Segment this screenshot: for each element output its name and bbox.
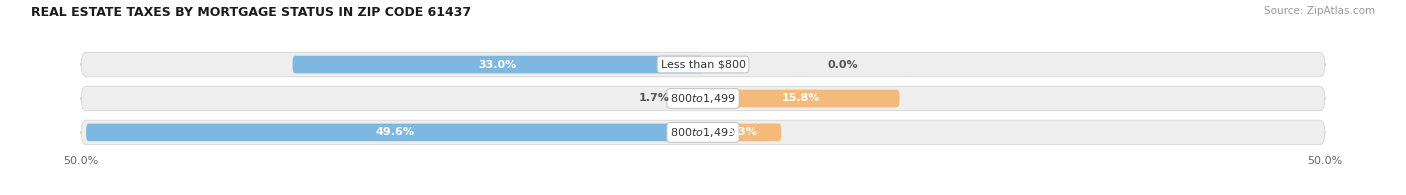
Text: 6.3%: 6.3% (727, 127, 758, 137)
Text: Source: ZipAtlas.com: Source: ZipAtlas.com (1264, 6, 1375, 16)
Text: 1.7%: 1.7% (638, 93, 669, 104)
Text: $800 to $1,499: $800 to $1,499 (671, 92, 735, 105)
FancyBboxPatch shape (703, 90, 900, 107)
Text: 49.6%: 49.6% (375, 127, 413, 137)
FancyBboxPatch shape (703, 124, 782, 141)
FancyBboxPatch shape (82, 52, 1324, 77)
Text: Less than $800: Less than $800 (661, 59, 745, 70)
Text: 15.8%: 15.8% (782, 93, 821, 104)
Text: REAL ESTATE TAXES BY MORTGAGE STATUS IN ZIP CODE 61437: REAL ESTATE TAXES BY MORTGAGE STATUS IN … (31, 6, 471, 19)
Text: $800 to $1,499: $800 to $1,499 (671, 126, 735, 139)
FancyBboxPatch shape (292, 56, 703, 73)
FancyBboxPatch shape (82, 86, 1324, 111)
Text: 33.0%: 33.0% (478, 59, 517, 70)
FancyBboxPatch shape (682, 90, 703, 107)
FancyBboxPatch shape (82, 120, 1324, 145)
FancyBboxPatch shape (86, 124, 703, 141)
Text: 0.0%: 0.0% (827, 59, 858, 70)
